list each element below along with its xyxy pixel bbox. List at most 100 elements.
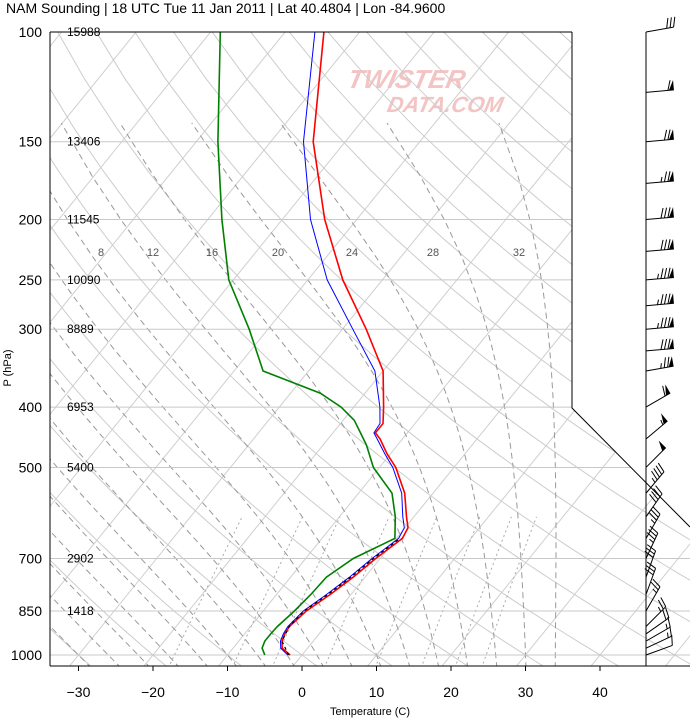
x-tick-label: −10 xyxy=(216,684,240,700)
barb-half-flag xyxy=(660,363,662,369)
barb-half-flag xyxy=(651,477,656,483)
barb-flag xyxy=(653,488,661,498)
y-tick-label: 300 xyxy=(19,321,43,337)
wind-barb xyxy=(645,338,674,352)
isotherm-line xyxy=(50,32,74,666)
wind-barb xyxy=(645,129,674,143)
x-tick-label: 0 xyxy=(298,684,306,700)
y-tick-label: 700 xyxy=(19,550,43,566)
barb-shaft xyxy=(645,392,671,408)
barb-flag xyxy=(660,268,664,279)
barb-shaft xyxy=(645,586,661,612)
dry-adiabat-line xyxy=(50,32,170,666)
dry-adiabat-line xyxy=(125,32,690,666)
barb-flag xyxy=(663,338,668,350)
barb-half-flag xyxy=(656,323,660,329)
barb-flag xyxy=(651,491,659,500)
barb-flag xyxy=(667,293,671,304)
barb-flag xyxy=(671,634,673,646)
dry-adiabat-line xyxy=(87,32,690,666)
barb-flag xyxy=(648,528,657,537)
barb-flag xyxy=(667,171,671,182)
mixing-ratio-label: 8 xyxy=(98,247,104,259)
barb-pennant xyxy=(668,239,674,250)
watermark-logo: TWISTER DATA.COM xyxy=(345,64,506,117)
mixing-ratio-line xyxy=(167,516,243,666)
wind-barb xyxy=(645,578,661,612)
x-tick-label: 10 xyxy=(369,684,385,700)
y-tick-label: 200 xyxy=(19,212,43,228)
mixing-ratio-label: 16 xyxy=(206,247,218,259)
barb-shaft xyxy=(645,626,671,642)
barb-shaft xyxy=(645,248,674,252)
barb-pennant xyxy=(668,293,674,304)
barb-flag xyxy=(669,17,672,28)
barb-half-flag xyxy=(656,273,660,280)
barb-flag xyxy=(653,468,660,478)
watermark-line-1: TWISTER xyxy=(345,64,468,94)
barb-flag xyxy=(663,129,668,141)
barb-pennant xyxy=(661,413,668,425)
mixing-ratio-label: 12 xyxy=(147,247,159,259)
barb-shaft xyxy=(645,89,674,93)
barb-half-flag xyxy=(649,538,654,544)
axis-labels: Temperature (C) P (hPa) xyxy=(2,349,410,718)
barb-flag xyxy=(644,568,654,576)
moist-adiabat-line xyxy=(50,122,210,666)
isotherm-line xyxy=(50,32,521,666)
barb-shaft xyxy=(645,635,672,649)
height-label: 13406 xyxy=(67,135,101,149)
barb-flag xyxy=(663,317,668,328)
moist-adiabat-line xyxy=(50,122,239,666)
barb-shaft xyxy=(645,26,674,33)
barb-pennant xyxy=(668,171,674,182)
wind-barb xyxy=(645,16,676,33)
barb-flag xyxy=(663,171,668,182)
wind-barb xyxy=(645,440,667,468)
dry-adiabat-line xyxy=(50,32,690,666)
moist-adiabat-line xyxy=(386,122,527,666)
wind-barb xyxy=(645,293,674,307)
barb-half-flag xyxy=(666,632,669,638)
x-tick-label: 20 xyxy=(443,684,459,700)
barb-flag xyxy=(666,17,669,29)
barb-pennant xyxy=(668,267,674,278)
x-tick-label: 30 xyxy=(518,684,534,700)
isotherm-line xyxy=(514,32,690,666)
barb-flag xyxy=(673,16,676,28)
wind-barb xyxy=(645,384,671,408)
wind-barb xyxy=(645,485,663,518)
profile-series-3 xyxy=(281,537,401,656)
barb-flag xyxy=(660,597,667,607)
barb-shaft xyxy=(645,216,674,221)
barb-shaft xyxy=(645,365,674,372)
barb-flag xyxy=(667,317,671,328)
barb-shaft xyxy=(645,447,667,468)
moist-adiabat-line xyxy=(50,122,382,666)
dry-adiabat-line xyxy=(467,32,690,666)
isotherm-line xyxy=(290,32,690,666)
wind-barb xyxy=(645,207,674,221)
dry-adiabat-line xyxy=(50,32,321,666)
y-tick-label: 100 xyxy=(19,24,43,40)
dry-adiabat-line xyxy=(239,32,690,666)
barb-half-flag xyxy=(652,588,657,594)
height-label: 11545 xyxy=(67,213,100,227)
barb-shaft xyxy=(645,532,659,559)
mixing-ratio-line xyxy=(374,516,438,666)
height-label: 10090 xyxy=(67,273,101,287)
barb-pennant xyxy=(668,316,674,328)
wind-barb xyxy=(645,462,665,494)
dry-adiabat-line xyxy=(201,32,690,666)
height-label: 2902 xyxy=(67,551,94,565)
wind-barb xyxy=(645,413,668,440)
mixing-ratio-line xyxy=(420,516,481,666)
barb-flag xyxy=(645,564,655,573)
mixing-ratio-label: 20 xyxy=(272,247,284,259)
x-axis-title: Temperature (C) xyxy=(330,706,410,718)
barb-flag xyxy=(649,493,657,503)
wind-barb xyxy=(645,356,674,372)
barb-flag xyxy=(660,239,664,251)
y-tick-label: 150 xyxy=(19,134,43,150)
